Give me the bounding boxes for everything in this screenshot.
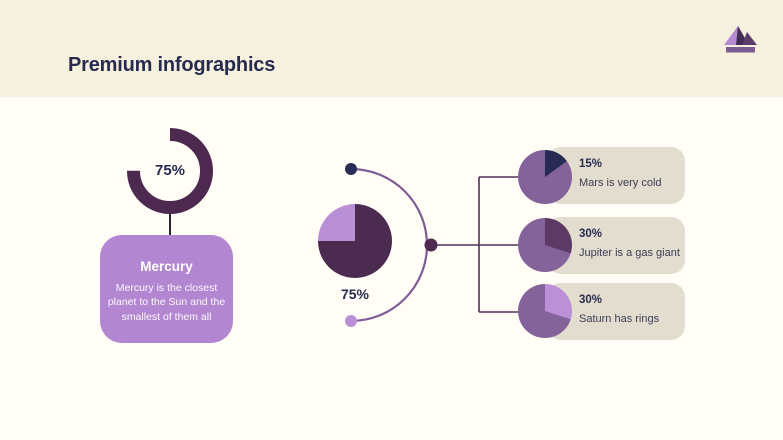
arc-top-dot: [345, 163, 357, 175]
mercury-card-title: Mercury: [140, 259, 193, 274]
saturn-percent: 30%: [579, 294, 603, 306]
jupiter-caption: Jupiter is a gas giant: [579, 247, 680, 259]
mars-pie-chart: [518, 150, 572, 204]
mercury-card-description: Mercury is the closest planet to the Sun…: [107, 282, 226, 323]
arc-bottom-dot: [345, 315, 357, 327]
jupiter-percent: 30%: [579, 228, 603, 240]
mercury-donut-chart: [127, 128, 213, 214]
donut-percent-label: 75%: [154, 162, 186, 179]
jupiter-pie-chart: [518, 218, 572, 272]
saturn-caption: Saturn has rings: [579, 313, 660, 325]
mercury-card: Mercury Mercury is the closest planet to…: [100, 235, 233, 343]
page-title: Premium infographics: [68, 54, 276, 76]
mars-caption: Mars is very cold: [579, 177, 662, 189]
arc-middle-dot: [424, 238, 438, 252]
saturn-pie-chart: [518, 284, 572, 338]
slide-header: [0, 0, 783, 97]
overview-pie-chart: [318, 204, 392, 278]
crown-icon: [724, 26, 757, 53]
mars-percent: 15%: [579, 158, 603, 170]
overview-pie-percent-label: 75%: [340, 286, 370, 302]
